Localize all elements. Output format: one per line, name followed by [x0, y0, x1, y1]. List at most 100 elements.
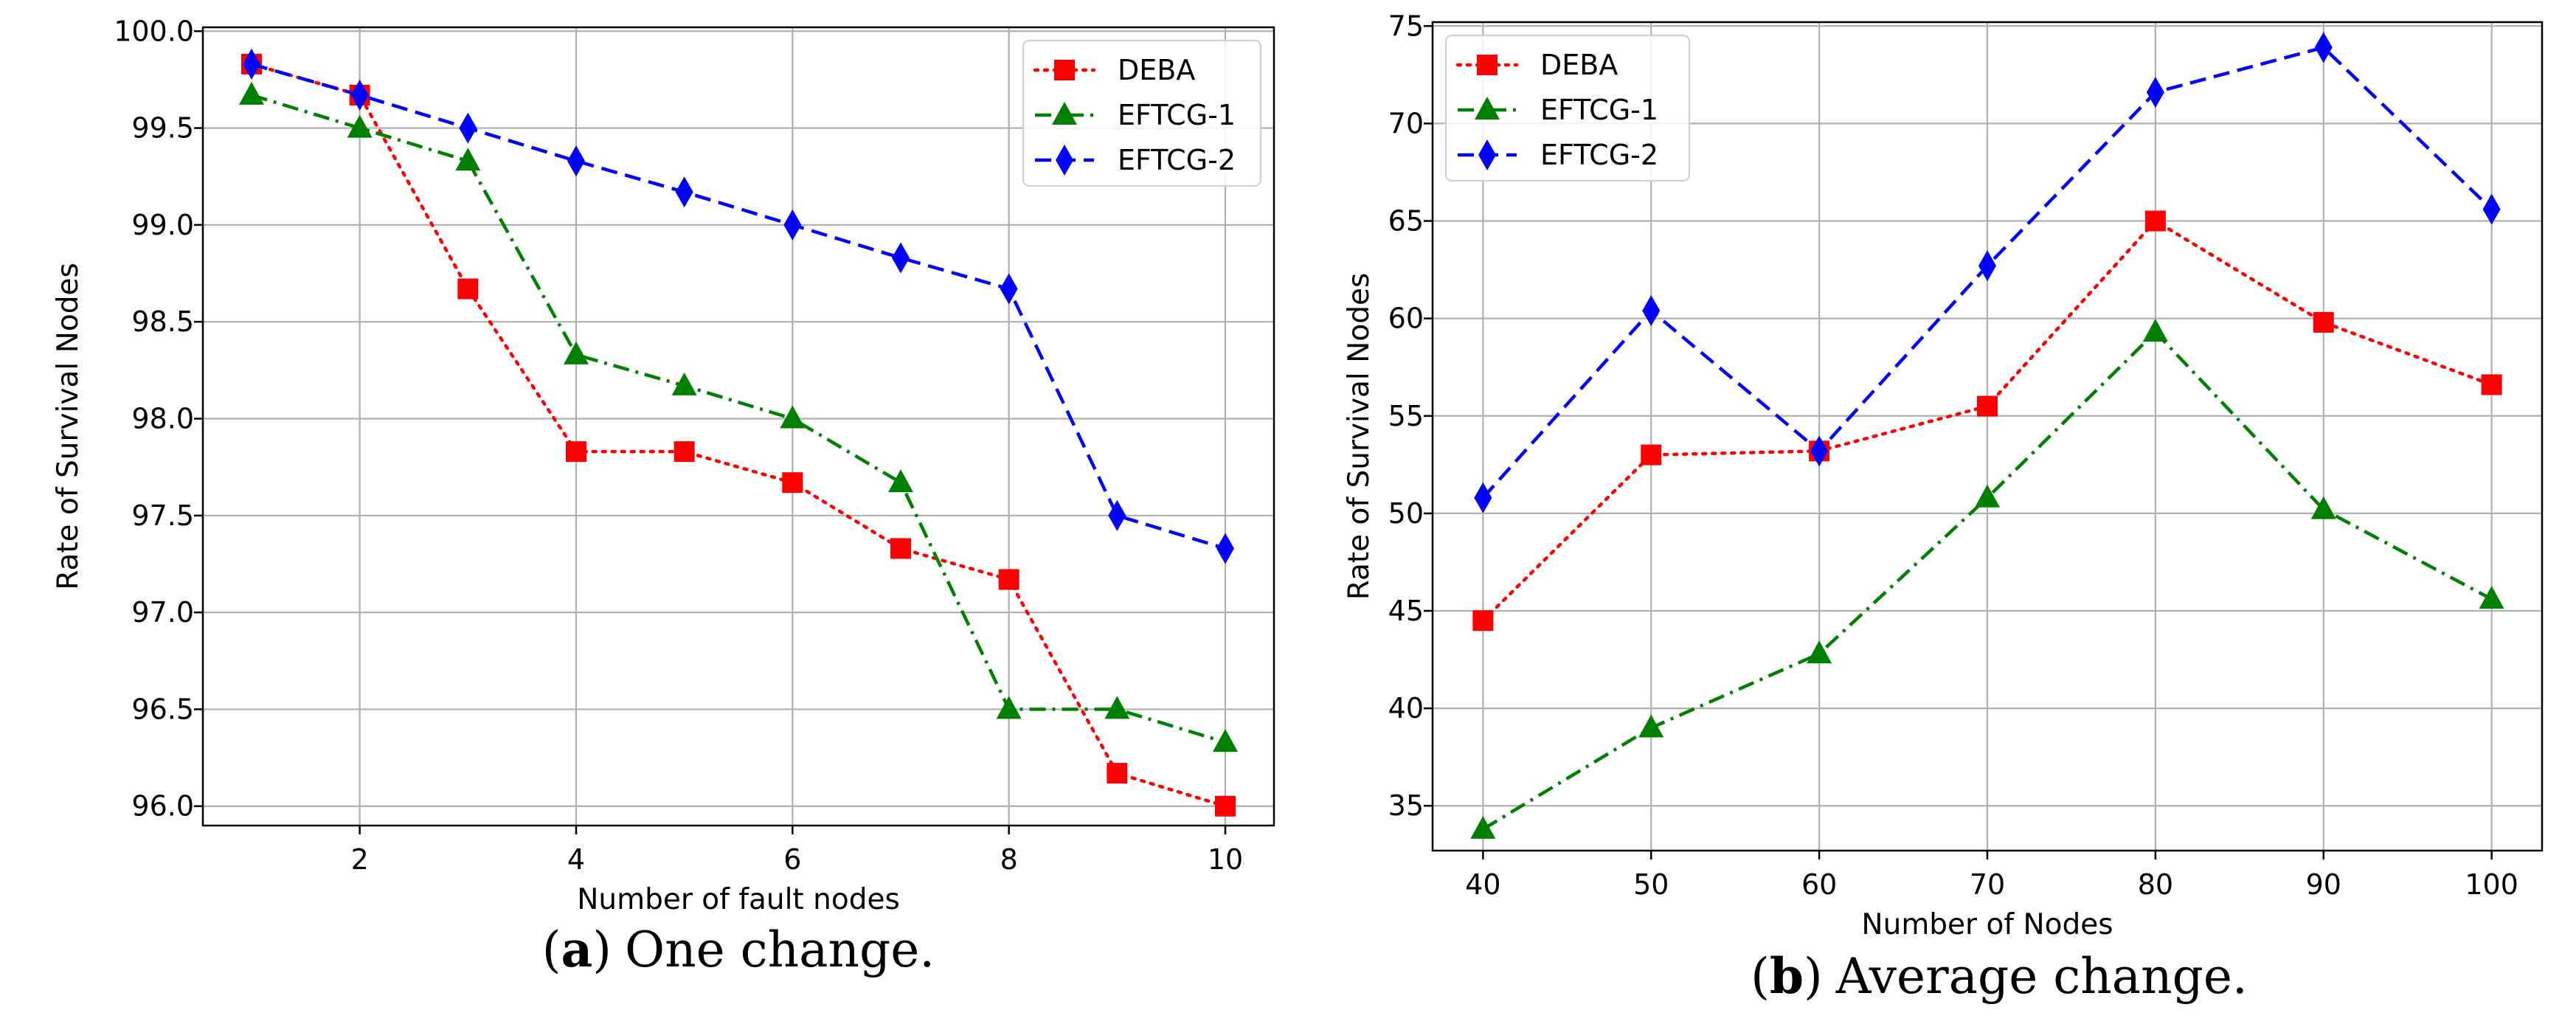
- caption-text: One change.: [625, 921, 935, 978]
- data-point: [890, 538, 911, 559]
- data-point: [1642, 295, 1661, 327]
- y-tick-label: 75: [1388, 10, 1424, 42]
- chart-panel-b: 40 50 60 70 80 90 100 35 40 45 50 55 60 65 70 75 Number …: [1343, 10, 2544, 1005]
- legend-entry-eftcg-1: EFTCG-1: [1458, 94, 1658, 126]
- data-point: [455, 148, 481, 171]
- data-point: [1807, 640, 1832, 664]
- data-point: [2144, 210, 2166, 232]
- data-point: [888, 469, 913, 493]
- data-point: [2142, 319, 2168, 342]
- data-point: [2146, 77, 2164, 108]
- data-point: [1975, 484, 2000, 508]
- series-line: [251, 93, 1226, 744]
- chart-panel-a: 2 4 6 8 10 96.0 96.5 97.0 97.5 98.0 98.5 99.0 99.5 10…: [52, 15, 1275, 978]
- y-tick-label: 100.0: [114, 15, 194, 47]
- data-point: [1213, 729, 1238, 753]
- legend-entry-deba: DEBA: [1033, 54, 1195, 86]
- legend-label: EFTCG-1: [1118, 99, 1236, 131]
- data-point: [1215, 795, 1236, 817]
- y-tick-label: 96.5: [131, 693, 194, 725]
- series-line: [249, 62, 1228, 808]
- y-tick-label: 99.0: [131, 209, 194, 241]
- data-point: [459, 112, 477, 144]
- legend-entry-eftcg-2: EFTCG-2: [1035, 144, 1236, 176]
- data-point: [1472, 610, 1494, 632]
- plot-frame: [201, 26, 1275, 827]
- y-axis-label: Rate of Survival Nodes: [52, 263, 85, 590]
- y-tick-label: 99.5: [131, 112, 194, 145]
- legend-label: DEBA: [1118, 54, 1195, 86]
- data-point: [1470, 815, 1496, 839]
- x-tick-label: 70: [1970, 868, 2005, 901]
- x-tick-label: 60: [1801, 868, 1837, 901]
- data-point: [2481, 374, 2502, 395]
- data-point: [1978, 250, 1996, 282]
- data-point: [239, 81, 264, 105]
- x-axis-label: Number of fault nodes: [577, 883, 900, 916]
- legend-entry-eftcg-1: EFTCG-1: [1035, 99, 1236, 131]
- x-tick-label: 2: [351, 843, 369, 876]
- y-tick-label: 70: [1388, 107, 1424, 139]
- data-point: [674, 441, 695, 463]
- data-point: [566, 441, 586, 463]
- x-axis-label: Number of Nodes: [1861, 908, 2113, 941]
- caption-letter: b: [1770, 947, 1804, 1005]
- data-point: [564, 341, 589, 364]
- x-tick-label: 80: [2138, 868, 2173, 901]
- y-tick-label: 35: [1388, 789, 1424, 822]
- data-point: [892, 242, 910, 274]
- data-point: [1641, 444, 1662, 466]
- data-point: [998, 569, 1019, 590]
- panel-caption: (b) Average change.: [1751, 947, 2248, 1005]
- y-tick-label: 40: [1388, 692, 1424, 724]
- data-point: [243, 48, 260, 80]
- data-point: [1638, 714, 1664, 738]
- y-tick-label: 60: [1388, 302, 1424, 335]
- series-eftcg-1: [239, 81, 1238, 753]
- legend: DEBA EFTCG-1 EFTCG-2: [1022, 39, 1262, 187]
- caption-close-paren: ): [1804, 948, 1823, 1005]
- x-tick-label: 6: [783, 843, 801, 876]
- legend-marker: [1054, 60, 1075, 80]
- series-eftcg-2: [1474, 32, 2501, 513]
- data-point: [2479, 586, 2504, 609]
- data-point: [350, 79, 369, 111]
- data-point: [1107, 763, 1128, 784]
- plot-frame: [1431, 21, 2544, 852]
- x-tick-label: 40: [1465, 868, 1500, 901]
- y-tick-label: 97.0: [131, 596, 194, 629]
- legend-marker: [1056, 145, 1073, 176]
- x-tick-label: 100: [2465, 868, 2518, 901]
- legend-box: [1444, 34, 1691, 182]
- legend-label: EFTCG-2: [1118, 144, 1236, 176]
- data-point: [1104, 696, 1130, 719]
- legend-marker: [1477, 55, 1498, 75]
- legend-label: DEBA: [1540, 49, 1618, 81]
- data-point: [1474, 482, 1492, 513]
- data-point: [780, 405, 806, 429]
- x-tick-label: 90: [2306, 868, 2341, 901]
- data-point: [2314, 32, 2333, 63]
- data-point: [347, 114, 373, 138]
- legend: DEBA EFTCG-1 EFTCG-2: [1444, 34, 1691, 182]
- data-point: [1977, 395, 1998, 417]
- y-tick-label: 65: [1388, 205, 1424, 238]
- series-eftcg-2: [243, 48, 1234, 564]
- data-point: [996, 696, 1022, 719]
- y-tick-label: 55: [1388, 400, 1424, 432]
- series-line: [251, 62, 1226, 550]
- y-axis-label: Rate of Survival Nodes: [1343, 273, 1376, 601]
- caption-open-paren: (: [1751, 948, 1770, 1005]
- series-eftcg-1: [1470, 319, 2504, 839]
- x-tick-label: 8: [1000, 843, 1018, 876]
- data-point: [2310, 496, 2336, 519]
- x-tick-label: 4: [567, 843, 585, 876]
- data-point: [783, 209, 802, 241]
- y-tick-label: 45: [1388, 595, 1424, 627]
- data-point: [457, 278, 479, 300]
- x-tick-label: 50: [1633, 868, 1669, 901]
- legend-marker: [1475, 97, 1500, 120]
- legend-label: EFTCG-1: [1540, 94, 1658, 126]
- y-tick-label: 98.0: [131, 402, 194, 435]
